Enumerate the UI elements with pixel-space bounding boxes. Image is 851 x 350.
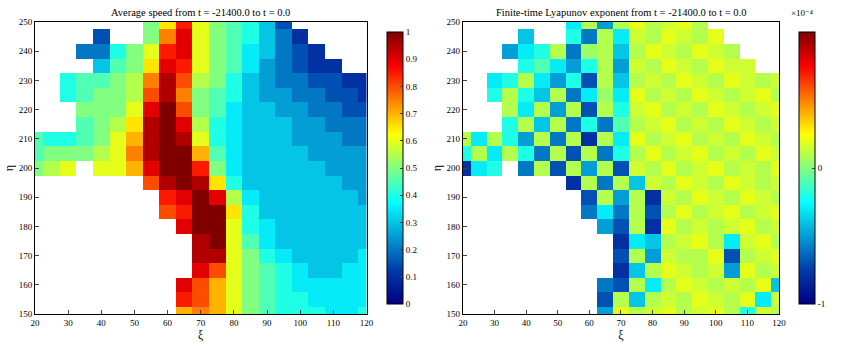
svg-text:110: 110 [741, 318, 755, 328]
svg-text:40: 40 [522, 318, 532, 328]
svg-text:100: 100 [709, 318, 723, 328]
svg-text:90: 90 [263, 318, 273, 328]
svg-text:0.5: 0.5 [406, 163, 418, 173]
svg-text:120: 120 [360, 318, 374, 328]
svg-text:210: 210 [19, 134, 33, 144]
svg-text:0.6: 0.6 [406, 136, 418, 146]
svg-text:240: 240 [19, 46, 33, 56]
svg-text:180: 180 [447, 222, 461, 232]
svg-text:0.1: 0.1 [406, 272, 417, 282]
svg-text:30: 30 [490, 318, 500, 328]
svg-text:230: 230 [19, 76, 33, 86]
svg-text:230: 230 [447, 76, 461, 86]
svg-text:0.7: 0.7 [406, 109, 418, 119]
svg-text:1: 1 [406, 27, 411, 37]
svg-text:0.2: 0.2 [406, 245, 417, 255]
svg-text:0.4: 0.4 [406, 190, 418, 200]
svg-text:190: 190 [19, 192, 33, 202]
svg-text:60: 60 [163, 318, 173, 328]
svg-text:250: 250 [447, 17, 461, 27]
svg-text:0.3: 0.3 [406, 218, 418, 228]
svg-text:×10⁻⁴: ×10⁻⁴ [791, 8, 813, 18]
svg-text:170: 170 [19, 251, 33, 261]
svg-text:170: 170 [447, 251, 461, 261]
svg-text:190: 190 [447, 192, 461, 202]
svg-text:120: 120 [772, 318, 786, 328]
svg-text:200: 200 [447, 163, 461, 173]
svg-text:150: 150 [447, 309, 461, 319]
svg-text:100: 100 [293, 318, 307, 328]
svg-text:200: 200 [19, 163, 33, 173]
svg-text:70: 70 [196, 318, 206, 328]
svg-text:220: 220 [19, 105, 33, 115]
svg-text:150: 150 [19, 309, 33, 319]
svg-text:180: 180 [19, 222, 33, 232]
svg-text:0.8: 0.8 [406, 82, 418, 92]
svg-text:70: 70 [616, 318, 626, 328]
svg-text:160: 160 [19, 280, 33, 290]
svg-text:210: 210 [447, 134, 461, 144]
svg-text:60: 60 [585, 318, 595, 328]
svg-text:220: 220 [447, 105, 461, 115]
svg-text:20: 20 [31, 318, 41, 328]
svg-text:η: η [2, 165, 16, 171]
svg-text:-1: -1 [818, 299, 826, 309]
svg-text:90: 90 [680, 318, 690, 328]
svg-text:160: 160 [447, 280, 461, 290]
svg-text:0.9: 0.9 [406, 54, 418, 64]
svg-text:0: 0 [818, 163, 823, 173]
svg-text:η: η [430, 165, 444, 171]
svg-text:30: 30 [64, 318, 74, 328]
svg-text:110: 110 [327, 318, 341, 328]
svg-text:20: 20 [458, 318, 468, 328]
svg-text:Average speed from t = -21400.: Average speed from t = -21400.0 to t = 0… [111, 7, 290, 18]
svg-text:250: 250 [19, 17, 33, 27]
svg-text:40: 40 [97, 318, 107, 328]
svg-text:80: 80 [648, 318, 658, 328]
svg-text:50: 50 [553, 318, 563, 328]
svg-text:50: 50 [130, 318, 140, 328]
svg-text:ξ: ξ [618, 328, 624, 342]
svg-text:Finite-time Lyapunov exponent: Finite-time Lyapunov exponent from t = -… [496, 7, 746, 18]
svg-text:80: 80 [229, 318, 239, 328]
svg-text:0: 0 [406, 299, 411, 309]
svg-text:ξ: ξ [198, 328, 204, 342]
svg-text:240: 240 [447, 46, 461, 56]
